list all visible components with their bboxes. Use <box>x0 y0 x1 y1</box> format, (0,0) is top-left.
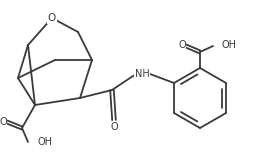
Text: O: O <box>178 40 186 50</box>
Text: OH: OH <box>222 40 237 50</box>
Text: NH: NH <box>135 69 149 79</box>
Text: O: O <box>110 122 118 132</box>
Text: O: O <box>48 13 56 23</box>
Text: OH: OH <box>38 137 53 147</box>
Text: O: O <box>0 117 7 127</box>
